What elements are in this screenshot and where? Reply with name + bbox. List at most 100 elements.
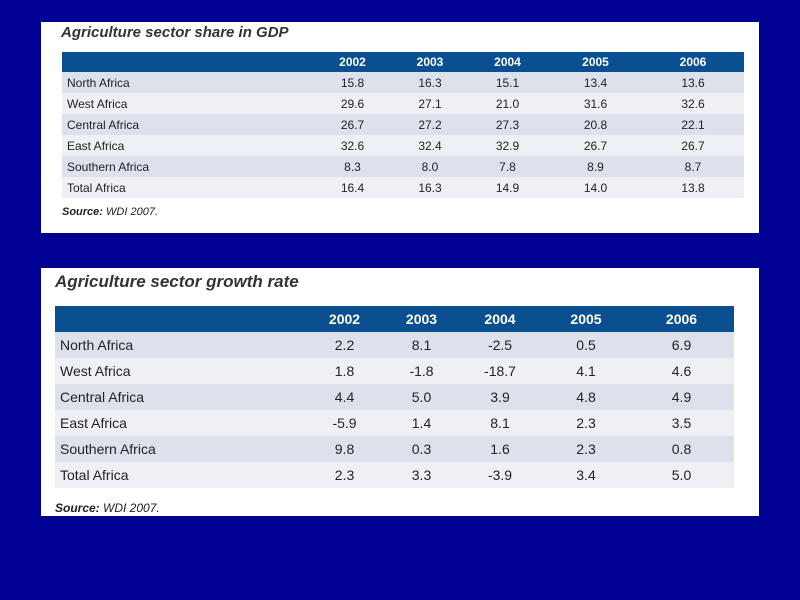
table-row: North Africa 15.8 16.3 15.1 13.4 13.6 xyxy=(62,72,744,93)
header-corner-cell xyxy=(62,52,311,72)
column-header: 2004 xyxy=(457,306,543,332)
table-cell: 26.7 xyxy=(642,135,744,156)
growth-rate-panel: Agriculture sector growth rate 2002 2003 2… xyxy=(41,268,759,516)
column-header: 2002 xyxy=(303,306,386,332)
table-cell: 4.6 xyxy=(629,358,734,384)
table-row: North Africa 2.2 8.1 -2.5 0.5 6.9 xyxy=(55,332,734,358)
growth-rate-table: 2002 2003 2004 2005 2006 North Africa 2.2 8.1-… xyxy=(55,306,734,488)
table-row: Southern Africa 9.8 0.3 1.6 2.3 0.8 xyxy=(55,436,734,462)
table-cell: 3.3 xyxy=(386,462,457,488)
table-row: Total Africa 16.4 16.3 14.9 14.0 13.8 xyxy=(62,177,744,198)
table-cell: 32.6 xyxy=(642,93,744,114)
table-cell: 14.9 xyxy=(466,177,549,198)
gdp-share-source: Source: WDI 2007. xyxy=(62,206,158,218)
table-cell: 32.4 xyxy=(394,135,466,156)
table-cell: 9.8 xyxy=(303,436,386,462)
row-label: Total Africa xyxy=(62,177,311,198)
row-label: North Africa xyxy=(55,332,303,358)
table-cell: 1.8 xyxy=(303,358,386,384)
table-cell: 13.8 xyxy=(642,177,744,198)
table-cell: 2.3 xyxy=(303,462,386,488)
table-cell: 14.0 xyxy=(549,177,642,198)
table-cell: 16.3 xyxy=(394,177,466,198)
table-row: West Africa 29.6 27.1 21.0 31.6 32.6 xyxy=(62,93,744,114)
table-row: Central Africa 4.4 5.0 3.9 4.8 4.9 xyxy=(55,384,734,410)
table-cell: 4.9 xyxy=(629,384,734,410)
table-row: Total Africa 2.3 3.3 -3.9 3.4 5.0 xyxy=(55,462,734,488)
column-header: 2003 xyxy=(394,52,466,72)
table-cell: 4.8 xyxy=(543,384,629,410)
row-label: Southern Africa xyxy=(55,436,303,462)
table-cell: 29.6 xyxy=(311,93,394,114)
row-label: Total Africa xyxy=(55,462,303,488)
table-cell: 26.7 xyxy=(311,114,394,135)
table-cell: 20.8 xyxy=(549,114,642,135)
growth-rate-source: Source: WDI 2007. xyxy=(55,501,160,515)
table-cell: 32.9 xyxy=(466,135,549,156)
table-cell: 0.3 xyxy=(386,436,457,462)
table-cell: 2.3 xyxy=(543,410,629,436)
table-row: East Africa -5.9 1.4 8.1 2.3 3.5 xyxy=(55,410,734,436)
growth-rate-title: Agriculture sector growth rate xyxy=(55,272,299,291)
column-header: 2006 xyxy=(629,306,734,332)
table-cell: 8.3 xyxy=(311,156,394,177)
column-header: 2004 xyxy=(466,52,549,72)
table-cell: 8.0 xyxy=(394,156,466,177)
column-header: 2002 xyxy=(311,52,394,72)
table-cell: -5.9 xyxy=(303,410,386,436)
table-cell: 15.8 xyxy=(311,72,394,93)
table-cell: 6.9 xyxy=(629,332,734,358)
table-cell: 27.3 xyxy=(466,114,549,135)
table-cell: 7.8 xyxy=(466,156,549,177)
table-row: Southern Africa 8.3 8.0 7.8 8.9 8.7 xyxy=(62,156,744,177)
table-cell: 5.0 xyxy=(629,462,734,488)
gdp-share-title: Agriculture sector share in GDP xyxy=(61,24,289,41)
table-cell: 1.4 xyxy=(386,410,457,436)
column-header: 2006 xyxy=(642,52,744,72)
row-label: North Africa xyxy=(62,72,311,93)
table-cell: 16.4 xyxy=(311,177,394,198)
table-cell: 27.2 xyxy=(394,114,466,135)
table-cell: 13.6 xyxy=(642,72,744,93)
table-cell: 2.3 xyxy=(543,436,629,462)
source-label: Source: xyxy=(55,501,100,515)
table-cell: 3.5 xyxy=(629,410,734,436)
gdp-share-panel: Agriculture sector share in GDP 2002 2003… xyxy=(41,22,759,233)
table-row: Central Africa 26.7 27.2 27.3 20.8 22.1 xyxy=(62,114,744,135)
table-cell: 0.8 xyxy=(629,436,734,462)
table-cell: -2.5 xyxy=(457,332,543,358)
table-cell: 0.5 xyxy=(543,332,629,358)
table-cell: 3.4 xyxy=(543,462,629,488)
table-cell: 16.3 xyxy=(394,72,466,93)
table-cell: -18.7 xyxy=(457,358,543,384)
source-text: WDI 2007. xyxy=(99,501,160,515)
column-header: 2003 xyxy=(386,306,457,332)
source-text: WDI 2007. xyxy=(102,206,158,218)
row-label: East Africa xyxy=(55,410,303,436)
row-label: West Africa xyxy=(55,358,303,384)
row-label: East Africa xyxy=(62,135,311,156)
column-header: 2005 xyxy=(543,306,629,332)
table-cell: 1.6 xyxy=(457,436,543,462)
table-cell: 8.7 xyxy=(642,156,744,177)
table-row: West Africa 1.8 -1.8 -18.7 4.1 4.6 xyxy=(55,358,734,384)
gdp-share-table: 2002 2003 2004 2005 2006 North Africa 15.8 16.… xyxy=(62,52,744,198)
row-label: Central Africa xyxy=(62,114,311,135)
column-header: 2005 xyxy=(549,52,642,72)
table-cell: 15.1 xyxy=(466,72,549,93)
table-cell: 13.4 xyxy=(549,72,642,93)
row-label: Southern Africa xyxy=(62,156,311,177)
table-cell: 5.0 xyxy=(386,384,457,410)
table-cell: 27.1 xyxy=(394,93,466,114)
table-cell: 8.1 xyxy=(457,410,543,436)
table-cell: -1.8 xyxy=(386,358,457,384)
table-cell: 2.2 xyxy=(303,332,386,358)
table-cell: 3.9 xyxy=(457,384,543,410)
header-corner-cell xyxy=(55,306,303,332)
table-cell: 32.6 xyxy=(311,135,394,156)
row-label: West Africa xyxy=(62,93,311,114)
table-header-row: 2002 2003 2004 2005 2006 xyxy=(62,52,744,72)
row-label: Central Africa xyxy=(55,384,303,410)
table-cell: 31.6 xyxy=(549,93,642,114)
source-label: Source: xyxy=(62,206,103,218)
